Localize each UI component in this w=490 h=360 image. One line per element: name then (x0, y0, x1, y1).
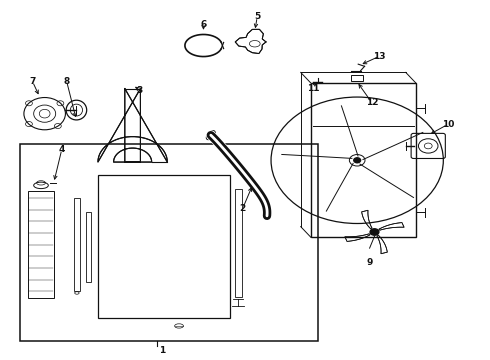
Text: 9: 9 (367, 258, 373, 267)
Circle shape (370, 229, 379, 235)
Bar (311, 83, 416, 237)
Text: 11: 11 (307, 84, 319, 93)
Bar (98, 175, 230, 318)
Bar (351, 75, 363, 81)
Circle shape (354, 158, 361, 163)
Bar (74, 198, 80, 291)
Bar (235, 189, 242, 297)
Text: 12: 12 (366, 98, 378, 107)
Text: 13: 13 (373, 52, 386, 61)
Text: 6: 6 (200, 19, 207, 28)
Text: 10: 10 (441, 120, 454, 129)
Bar (20, 144, 318, 341)
Text: 8: 8 (64, 77, 70, 86)
Ellipse shape (206, 131, 215, 140)
Ellipse shape (264, 213, 270, 219)
Text: 7: 7 (29, 77, 36, 86)
Text: 3: 3 (137, 86, 143, 95)
Bar (27, 191, 54, 298)
Text: 5: 5 (254, 12, 260, 21)
Bar (86, 212, 91, 282)
Text: 4: 4 (59, 145, 65, 154)
Text: 2: 2 (240, 204, 245, 213)
Text: 1: 1 (159, 346, 165, 355)
